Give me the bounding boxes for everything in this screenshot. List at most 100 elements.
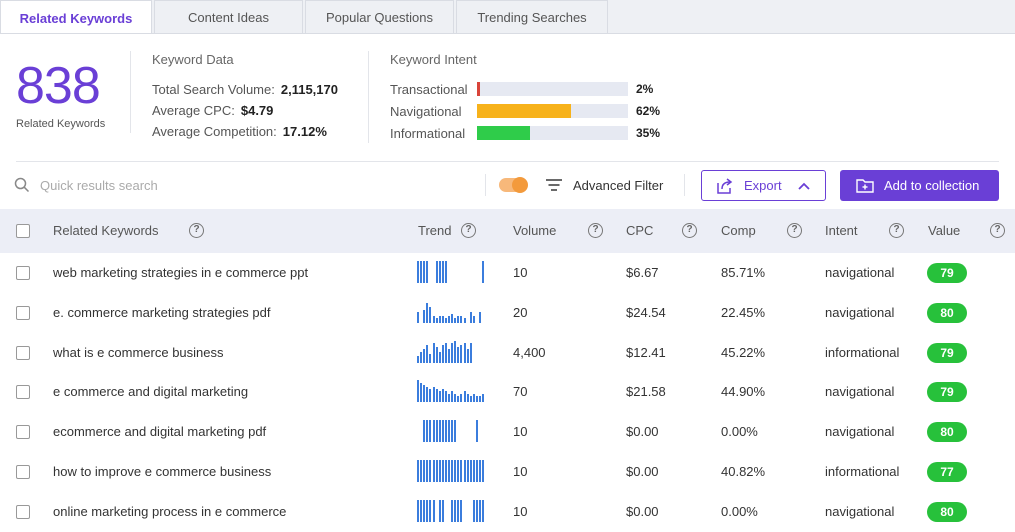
header-intent[interactable]: Intent <box>825 223 858 238</box>
value-badge: 79 <box>927 342 967 363</box>
help-icon[interactable]: ? <box>461 223 476 238</box>
table-row[interactable]: what is e commerce business 4,400 $12.41 45… <box>0 333 1015 373</box>
header-volume[interactable]: Volume <box>513 223 557 238</box>
trend-bar <box>429 353 432 363</box>
table-row[interactable]: e. commerce marketing strategies pdf 20 $2… <box>0 293 1015 333</box>
trend-bar <box>460 460 463 482</box>
keyword-cell[interactable]: e. commerce marketing strategies pdf <box>53 304 271 320</box>
trend-sparkline <box>417 499 485 522</box>
trend-bar <box>432 499 435 522</box>
trend-bar <box>417 261 419 283</box>
intent-row-transactional: Transactional 2% <box>390 81 653 97</box>
comp-cell: 44.90% <box>721 384 766 400</box>
keyword-cell[interactable]: what is e commerce business <box>53 344 224 360</box>
average-cpc: Average CPC: $4.79 <box>152 103 273 118</box>
total-search-volume: Total Search Volume: 2,115,170 <box>152 82 338 97</box>
trend-bar <box>444 318 447 323</box>
trend-bar <box>444 342 447 363</box>
trend-bar <box>472 316 475 323</box>
trend-bar <box>435 460 438 482</box>
toggle-switch[interactable] <box>499 177 528 193</box>
trend-bar <box>441 499 444 522</box>
row-checkbox[interactable] <box>16 266 30 280</box>
table-row[interactable]: e commerce and digital marketing 70 $21.58… <box>0 372 1015 412</box>
header-value[interactable]: Value <box>928 223 961 238</box>
cpc-cell: $12.41 <box>626 344 666 360</box>
help-icon[interactable]: ? <box>189 223 204 238</box>
row-checkbox[interactable] <box>16 504 30 519</box>
trend-bar <box>444 261 447 283</box>
intent-progress-fill <box>477 126 530 140</box>
row-checkbox[interactable] <box>16 305 30 320</box>
quick-results-search-input[interactable] <box>40 174 460 196</box>
trend-bar <box>435 420 438 443</box>
trend-bar <box>451 499 454 522</box>
trend-bar <box>475 499 478 522</box>
tab-related-keywords[interactable]: Related Keywords <box>0 0 152 35</box>
intent-cell: navigational <box>825 304 895 320</box>
trend-bar <box>454 340 457 363</box>
export-button[interactable]: Export <box>701 170 826 201</box>
trend-bar <box>448 420 450 443</box>
trend-bar <box>438 420 441 443</box>
trend-bar <box>475 460 478 482</box>
trend-bar <box>448 316 450 323</box>
advanced-filter-button[interactable]: Advanced Filter <box>546 174 663 196</box>
divider <box>368 51 369 143</box>
trend-bar <box>432 387 435 403</box>
row-checkbox[interactable] <box>16 465 30 479</box>
trend-bar <box>479 395 481 403</box>
table-row[interactable]: how to improve e commerce business 10 $0.0… <box>0 452 1015 492</box>
keyword-cell[interactable]: ecommerce and digital marketing pdf <box>53 424 267 440</box>
intent-label: Transactional <box>390 81 468 97</box>
trend-bar <box>463 391 466 403</box>
keyword-cell[interactable]: e commerce and digital marketing <box>53 384 249 400</box>
trend-bar <box>451 342 454 363</box>
advanced-filter-label: Advanced Filter <box>573 177 664 193</box>
add-to-collection-button[interactable]: Add to collection <box>840 170 999 201</box>
help-icon[interactable]: ? <box>990 223 1005 238</box>
keyword-cell[interactable]: how to improve e commerce business <box>53 464 272 479</box>
table-row[interactable]: ecommerce and digital marketing pdf 10 $0.… <box>0 412 1015 452</box>
trend-bar <box>469 342 472 363</box>
table-row[interactable]: online marketing process in e commerce 10… <box>0 492 1015 532</box>
row-checkbox[interactable] <box>16 385 30 400</box>
intent-progress-bar <box>477 82 628 96</box>
keyword-cell[interactable]: online marketing process in e commerce <box>53 503 287 519</box>
trend-bar <box>463 342 466 363</box>
help-icon[interactable]: ? <box>787 223 802 238</box>
intent-percent: 2% <box>636 82 654 96</box>
trend-bar <box>432 420 435 443</box>
value-badge: 80 <box>927 302 967 323</box>
related-keywords-count-label: Related Keywords <box>16 118 106 130</box>
keyword-cell[interactable]: web marketing strategies in e commerce p… <box>53 265 309 280</box>
row-checkbox[interactable] <box>16 425 30 440</box>
table-row[interactable]: web marketing strategies in e commerce p… <box>0 253 1015 293</box>
tab-content-ideas[interactable]: Content Ideas <box>154 0 303 34</box>
average-cpc-label: Average CPC: <box>152 103 235 118</box>
header-related-keywords[interactable]: Related Keywords <box>53 223 159 238</box>
help-icon[interactable]: ? <box>682 223 697 238</box>
tab-popular-questions[interactable]: Popular Questions <box>305 0 454 34</box>
trend-bar <box>472 460 475 482</box>
help-icon[interactable]: ? <box>889 223 904 238</box>
trend-bar <box>417 356 419 363</box>
tab-trending-searches[interactable]: Trending Searches <box>456 0 608 34</box>
row-checkbox[interactable] <box>16 345 30 360</box>
value-badge: 80 <box>927 501 967 522</box>
trend-bar <box>460 316 463 323</box>
header-trend[interactable]: Trend <box>418 223 452 238</box>
trend-bar <box>429 389 432 403</box>
header-cpc[interactable]: CPC <box>626 223 654 238</box>
export-icon <box>717 177 733 194</box>
header-comp[interactable]: Comp <box>721 223 756 238</box>
trend-bar <box>457 499 460 522</box>
trend-bar <box>432 342 435 363</box>
select-all-checkbox[interactable] <box>16 224 30 238</box>
comp-cell: 0.00% <box>721 424 758 440</box>
toggle-knob <box>512 177 528 193</box>
divider <box>485 174 486 196</box>
trend-bar <box>417 311 419 323</box>
help-icon[interactable]: ? <box>588 223 603 238</box>
add-to-collection-label: Add to collection <box>884 178 980 193</box>
